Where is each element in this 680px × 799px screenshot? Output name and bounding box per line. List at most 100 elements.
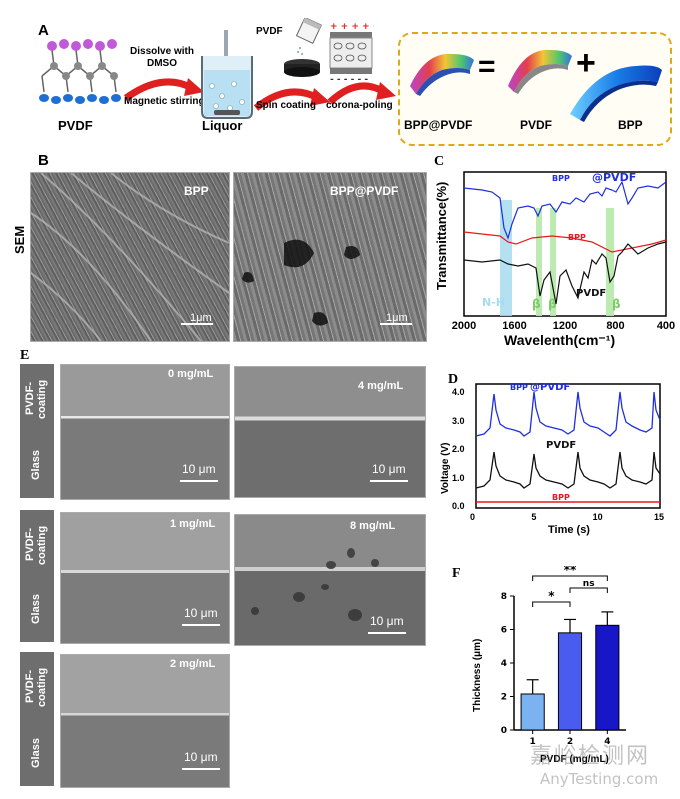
voltage-xtick: 5 <box>531 512 537 522</box>
ftir-band-nh: N-H <box>482 296 505 309</box>
box-item3-label: BPP <box>618 118 643 132</box>
scale-4: 10 μm <box>372 462 406 476</box>
arrow2-label: Spin coating <box>256 100 316 111</box>
ftir-chart: BPP @PVDF BPP PVDF N-H β β β <box>463 171 667 317</box>
bar <box>595 624 620 731</box>
voltage-ytick: 1.0 <box>452 472 465 483</box>
voltage-ylabel: Voltage (V) <box>440 442 451 494</box>
sem-image-bpp-pvdf <box>233 172 427 342</box>
watermark-line2: AnyTesting.com <box>540 770 659 788</box>
box-item2-label: PVDF <box>520 118 553 132</box>
svg-text:- - - - - -: - - - - - - <box>330 75 368 84</box>
rainbow-film-icon <box>410 53 474 96</box>
ftir-xtick: 1200 <box>552 320 578 332</box>
tag-bottom-label: Glass <box>30 738 42 768</box>
sem-image-bpp <box>30 172 230 342</box>
ftir-xlabel: Wavelenth(cm⁻¹) <box>504 332 616 348</box>
conc-2-label: 2 mg/mL <box>170 658 216 670</box>
scale-bar <box>181 323 213 325</box>
beaker-icon <box>201 30 253 119</box>
scale-2: 10 μm <box>184 750 218 764</box>
tag-top-label: PVDF-coating <box>24 379 48 419</box>
composite-box <box>398 32 672 146</box>
blue-film-icon <box>570 65 662 122</box>
sem-bpp-pvdf-scale: 1μm <box>386 312 408 324</box>
voltage-xtick: 10 <box>592 512 603 522</box>
x-tick-label: 1 <box>530 737 536 747</box>
significance-bracket <box>569 587 608 593</box>
sem-bpp-label: BPP <box>184 184 209 198</box>
ftir-series-bpp-pvdf-b: @PVDF <box>592 171 636 184</box>
panel-a-label: A <box>38 22 49 39</box>
scale-8: 10 μm <box>370 614 404 628</box>
tag-column <box>20 510 54 642</box>
significance-label: ns <box>583 579 595 589</box>
rainbow-film-icon <box>508 49 572 94</box>
arrow1-bottom-label: Magnetic stirring <box>124 96 205 107</box>
tag-column <box>20 364 54 498</box>
panel-d-label: D <box>448 372 459 387</box>
voltage-chart: BPP @PVDF PVDF BPP <box>475 382 661 509</box>
scale-bar <box>370 480 408 482</box>
sem-cross-section-8 <box>234 514 426 646</box>
y-tick-label: 6 <box>501 626 507 636</box>
sem-cross-section-2 <box>60 654 230 788</box>
tag-top-label: PVDF-coating <box>24 525 48 565</box>
ftir-xtick: 2000 <box>451 320 477 332</box>
voltage-series-pvdf: PVDF <box>546 440 576 451</box>
y-tick-label: 4 <box>501 659 507 669</box>
ftir-ylabel: Transmittance(%) <box>434 181 449 290</box>
ftir-series-bpp: BPP <box>568 233 586 242</box>
significance-label: * <box>548 589 555 603</box>
scale-bar <box>380 323 412 325</box>
sem-bpp-scale: 1μm <box>190 312 212 324</box>
conc-8-label: 8 mg/mL <box>350 520 396 532</box>
sem-cross-section-0 <box>60 364 230 500</box>
conc-0-label: 0 mg/mL <box>168 368 214 380</box>
voltage-series-bpp: BPP <box>552 493 570 502</box>
ftir-xtick: 400 <box>656 320 676 332</box>
pvdf-tag: PVDF <box>256 26 283 37</box>
panel-e-label: E <box>20 348 30 363</box>
red-curved-arrow-icon <box>123 78 204 101</box>
voltage-xlabel: Time (s) <box>548 524 590 536</box>
conc-4-label: 4 mg/mL <box>358 380 404 392</box>
panel-f-label: F <box>452 566 461 581</box>
arrow3-label: corona-poling <box>326 100 393 111</box>
tag-bottom-label: Glass <box>30 450 42 480</box>
y-tick-label: 8 <box>501 592 507 602</box>
plus-sign: + <box>576 44 596 82</box>
voltage-xtick: 15 <box>654 512 665 522</box>
voltage-ytick: 0.0 <box>452 501 465 511</box>
sem-row-label: SEM <box>12 225 27 254</box>
bar-xlabel: PVDF (mg/mL) <box>540 754 609 765</box>
scale-bar <box>180 480 218 482</box>
pvdf-molecule-icon <box>39 39 121 104</box>
conc-1-label: 1 mg/mL <box>170 518 216 530</box>
significance-bracket <box>532 575 608 581</box>
x-tick-label: 4 <box>604 737 610 747</box>
scale-bar <box>182 768 220 770</box>
tag-top-label: PVDF-coating <box>24 667 48 707</box>
bar-ylabel: Thickness (μm) <box>472 638 483 712</box>
x-tick-label: 2 <box>567 737 573 747</box>
step1-label: PVDF <box>58 118 93 133</box>
tag-bottom-label: Glass <box>30 594 42 624</box>
y-tick-label: 2 <box>501 693 507 703</box>
scale-bar <box>182 624 220 626</box>
watermark-line1: 嘉峪检测网 <box>530 744 651 769</box>
scale-0: 10 μm <box>182 462 216 476</box>
ftir-xtick: 800 <box>606 320 625 332</box>
bar <box>557 632 583 731</box>
beaker-label: Liquor <box>202 118 243 133</box>
voltage-series-bpp-pvdf-a: BPP <box>510 383 528 392</box>
red-curved-arrow-icon <box>253 88 330 111</box>
voltage-series-bpp-pvdf-b: @PVDF <box>530 382 570 393</box>
significance-bracket <box>532 601 571 607</box>
corona-poling-film-icon: + + + + + - - - - - - <box>329 22 374 84</box>
spin-coater-icon <box>284 18 322 77</box>
sem-cross-section-4 <box>234 366 426 498</box>
ftir-xtick: 1600 <box>502 320 527 332</box>
voltage-ytick: 3.0 <box>452 415 465 426</box>
